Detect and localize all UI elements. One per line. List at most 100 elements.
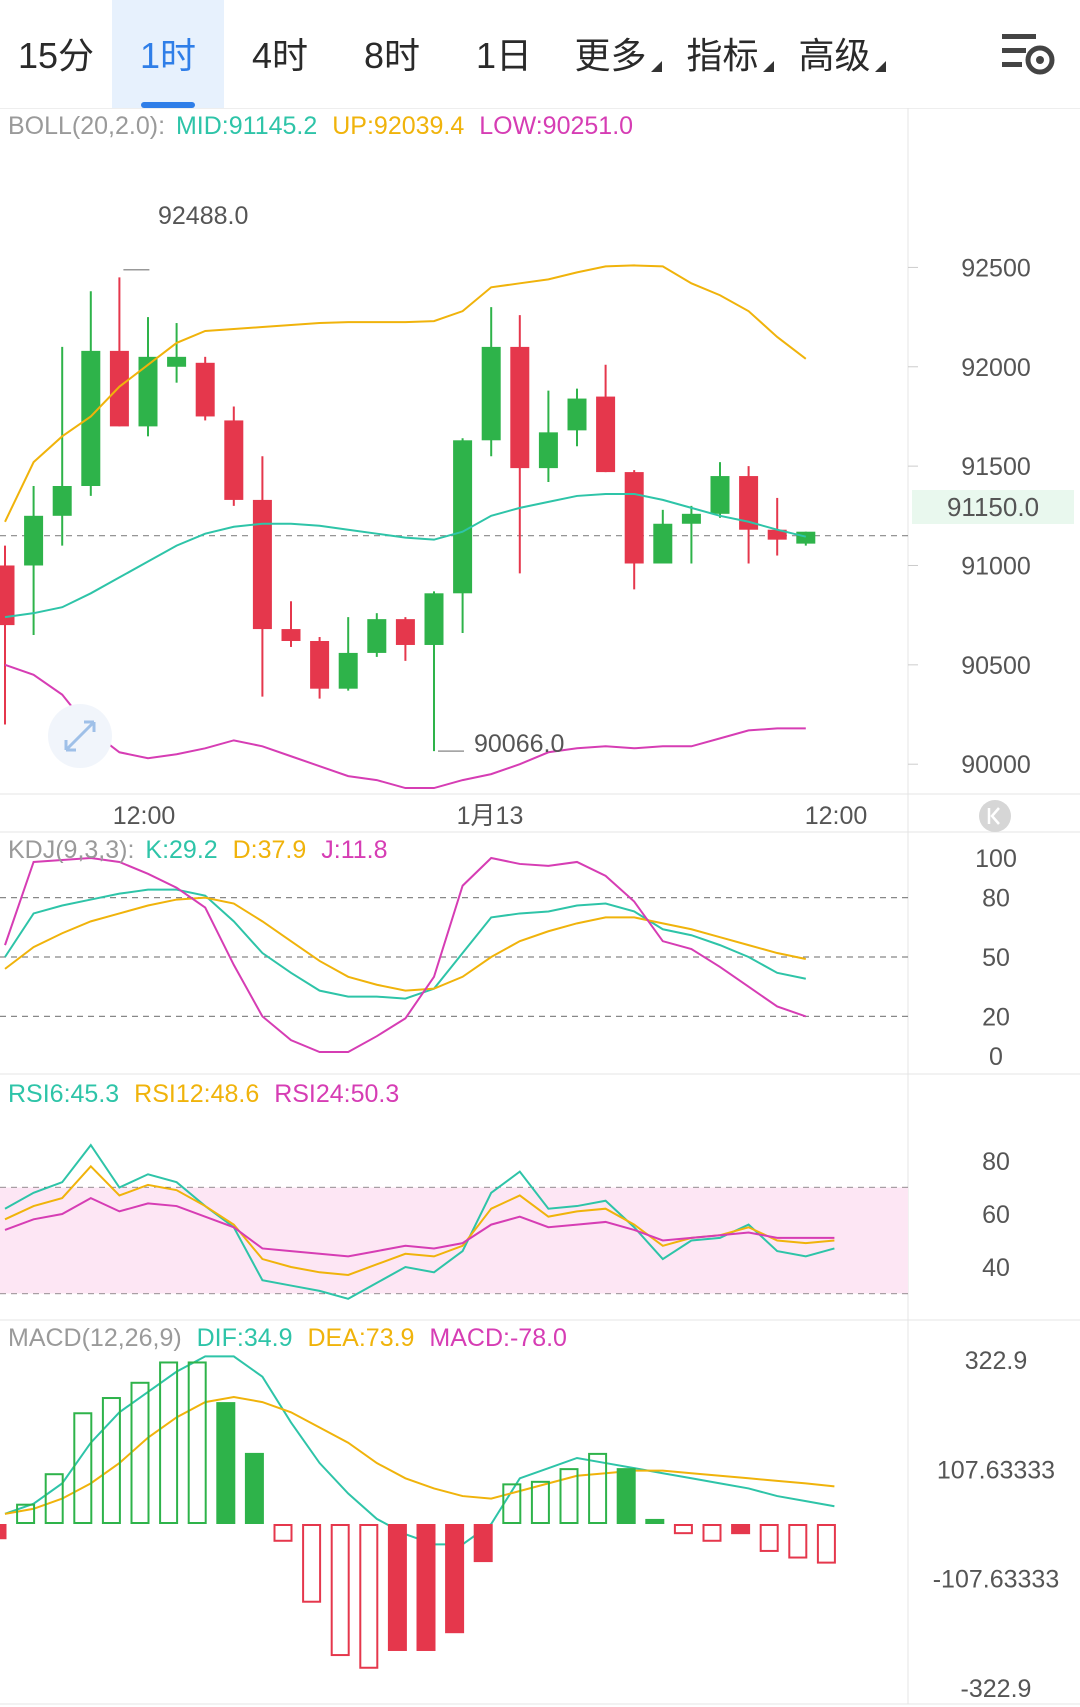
candle-body: [109, 350, 129, 427]
candle: [596, 364, 616, 473]
boll-up-line: [4, 264, 807, 523]
candle: [481, 307, 501, 457]
kdj-j-value: J:11.8: [321, 836, 387, 864]
macd-bar: [187, 1361, 207, 1524]
rsi-band-layer: [0, 1187, 908, 1294]
candle-body: [0, 565, 15, 626]
kdj-y-tick-label: 100: [975, 845, 1017, 873]
tab-more[interactable]: 更多: [562, 0, 674, 108]
scroll-to-latest-button[interactable]: [979, 800, 1011, 832]
candle: [24, 486, 44, 636]
tab-1hour[interactable]: 1时: [112, 0, 224, 108]
candle-body: [338, 652, 358, 689]
rsi-y-tick-label: 40: [982, 1254, 1010, 1282]
expand-chart-button[interactable]: [48, 704, 112, 768]
tab-label: 高级: [798, 35, 871, 76]
macd-bar: [387, 1524, 407, 1651]
macd-y-tick-label: -107.63333: [933, 1566, 1060, 1594]
candle: [281, 601, 301, 647]
chart-settings-icon[interactable]: [1000, 30, 1060, 80]
macd-bar: [416, 1524, 436, 1651]
kdj-k-value: K:29.2: [145, 836, 217, 864]
candle: [538, 390, 558, 483]
candle-body: [767, 529, 787, 540]
candle-body: [395, 619, 415, 645]
candle: [195, 356, 215, 421]
macd-bar: [502, 1483, 522, 1525]
tab-15min[interactable]: 15分: [0, 0, 112, 108]
macd-bar: [44, 1473, 64, 1525]
candle: [109, 277, 129, 427]
candle: [624, 470, 644, 590]
caret-icon: [874, 61, 886, 72]
candle-body: [538, 432, 558, 469]
candle-body: [796, 531, 816, 544]
macd-bar: [588, 1452, 608, 1525]
macd-bar: [530, 1480, 550, 1524]
macd-bar: [101, 1397, 121, 1525]
expand-icon: [64, 720, 96, 752]
kdj-y-tick-label: 80: [982, 885, 1010, 913]
candle: [224, 406, 244, 506]
macd-bar: [731, 1524, 751, 1535]
tab-label: 更多: [574, 35, 647, 76]
y-tick-label: 90500: [961, 652, 1031, 680]
kdj-header: KDJ(9,3,3): K:29.2 D:37.9 J:11.8: [8, 836, 388, 864]
macd-dif-value: DIF:34.9: [197, 1324, 293, 1352]
kdj-prefix: KDJ(9,3,3):: [8, 836, 134, 864]
candle-body: [567, 398, 587, 431]
y-tick-label: 92000: [961, 354, 1031, 382]
macd-bar: [673, 1524, 693, 1535]
candle: [796, 531, 816, 546]
candle: [0, 545, 15, 725]
tab-1day[interactable]: 1日: [448, 0, 560, 108]
candle: [767, 497, 787, 556]
candle-body: [453, 440, 473, 594]
low-marker-label: 90066.0: [474, 730, 564, 758]
candle-body: [510, 346, 530, 469]
caret-icon: [762, 61, 774, 72]
candle-body: [167, 356, 187, 367]
y-tick-label: 90000: [961, 751, 1031, 779]
candle: [453, 438, 473, 634]
rsi-header: RSI6:45.3 RSI12:48.6 RSI24:50.3: [8, 1080, 399, 1108]
x-tick-label: 12:00: [805, 802, 868, 830]
current-price-label: 91150.0: [947, 492, 1039, 522]
macd-bar: [244, 1452, 264, 1524]
candle: [138, 317, 158, 437]
candle: [167, 323, 187, 383]
macd-bar: [645, 1518, 665, 1524]
macd-bar: [702, 1524, 722, 1542]
tab-label: 1时: [139, 35, 197, 76]
rsi-y-tick-label: 80: [982, 1148, 1010, 1176]
tab-4hour[interactable]: 4时: [224, 0, 336, 108]
candle: [739, 466, 759, 564]
boll-up-value: UP:92039.4: [332, 112, 464, 140]
candle: [681, 505, 701, 564]
tab-8hour[interactable]: 8时: [336, 0, 448, 108]
macd-header: MACD(12,26,9) DIF:34.9 DEA:73.9 MACD:-78…: [8, 1324, 567, 1352]
candle: [510, 315, 530, 574]
rsi-band: [0, 1187, 908, 1294]
kdj-d-value: D:37.9: [233, 836, 307, 864]
rsi-y-tick-label: 60: [982, 1201, 1010, 1229]
candle: [395, 617, 415, 661]
candle-body: [81, 350, 101, 486]
candle-body: [224, 420, 244, 500]
macd-bar: [445, 1524, 465, 1634]
tab-indicators[interactable]: 指标: [674, 0, 786, 108]
macd-prefix: MACD(12,26,9): [8, 1324, 182, 1352]
candle-body: [252, 499, 272, 630]
boll-low-value: LOW:90251.0: [479, 112, 633, 140]
lines-layer: [4, 264, 835, 1546]
skip-left-icon: [987, 807, 1000, 825]
candle: [653, 509, 673, 564]
candles-layer: [0, 277, 816, 752]
tab-label: 1日: [475, 35, 533, 76]
candle-body: [310, 640, 330, 689]
macd-bar: [788, 1524, 808, 1559]
tab-label: 8时: [363, 35, 421, 76]
high-marker-label: 92488.0: [158, 202, 248, 230]
macd-dea-line: [4, 1396, 835, 1515]
tab-advanced[interactable]: 高级: [786, 0, 898, 108]
